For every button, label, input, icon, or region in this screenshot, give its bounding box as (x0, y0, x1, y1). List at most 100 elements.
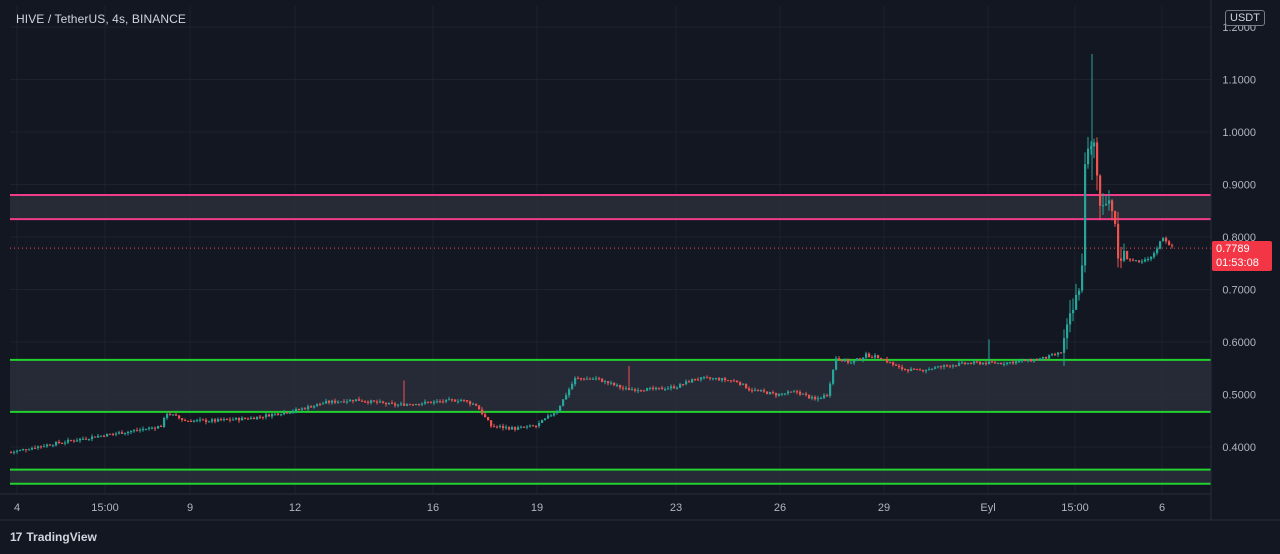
candle-body (514, 427, 517, 430)
candle-body (208, 421, 211, 423)
candle-body (202, 419, 205, 421)
candle-body (904, 369, 907, 371)
candle-body (1057, 352, 1060, 355)
candle-body (1168, 241, 1171, 246)
candle-body (337, 401, 340, 403)
candle-body (241, 417, 244, 421)
candle-body (136, 430, 139, 432)
candle-body (379, 401, 382, 403)
candle-body (1042, 356, 1045, 359)
candle-body (766, 391, 769, 395)
candle-body (628, 388, 631, 391)
candle-body (145, 428, 148, 430)
candle-body (757, 389, 760, 391)
candle-body (121, 432, 124, 434)
candle-body (322, 403, 325, 405)
candle-body (199, 419, 202, 421)
candle-body (559, 405, 562, 412)
candle-body (865, 353, 868, 358)
candle-body (28, 449, 31, 451)
candle-body (418, 403, 421, 405)
candle-body (427, 401, 430, 403)
candle-body (622, 387, 625, 389)
candle-body (658, 387, 661, 389)
candle-body (715, 378, 718, 380)
candle-body (238, 417, 241, 421)
candle-body (172, 414, 175, 416)
candle-body (970, 363, 973, 365)
candle-body (109, 433, 112, 435)
candle-body (724, 378, 727, 381)
candle-body (283, 412, 286, 415)
candle-body (862, 357, 865, 360)
candle-body (226, 419, 229, 421)
candle-body (967, 363, 970, 365)
candle-body (1114, 211, 1117, 224)
candle-body (883, 359, 886, 361)
candle-body (265, 414, 268, 418)
candle-body (652, 387, 655, 390)
candle-body (133, 430, 136, 432)
candle-body (106, 433, 109, 437)
candle-body (1003, 363, 1006, 365)
candle-body (280, 414, 283, 416)
candle-body (184, 419, 187, 421)
candle-body (727, 380, 730, 382)
candle-body (16, 450, 19, 452)
candle-body (721, 378, 724, 381)
candle-body (1036, 359, 1039, 361)
candle-body (523, 426, 526, 428)
candle-body (925, 370, 928, 372)
candle-body (697, 379, 700, 381)
candle-body (217, 419, 220, 422)
candle-body (43, 446, 46, 448)
candle-body (586, 378, 589, 380)
candle-body (1132, 259, 1135, 261)
candle-body (472, 403, 475, 405)
candle-body (154, 427, 157, 429)
candle-body (1048, 355, 1051, 359)
candle-body (541, 420, 544, 424)
candle-body (19, 449, 22, 451)
candle-body (316, 404, 319, 406)
candle-body (922, 369, 925, 372)
y-tick-label: 1.1000 (1222, 75, 1256, 87)
tradingview-brand: TradingView (26, 530, 97, 544)
candle-body (490, 420, 493, 427)
candle-body (118, 432, 121, 434)
candle-body (478, 405, 481, 410)
candle-body (46, 444, 49, 447)
symbol-title[interactable]: HIVE / TetherUS, 4s, BINANCE (16, 12, 186, 26)
candle-body (1159, 241, 1162, 249)
candle-body (583, 378, 586, 380)
candle-body (1006, 362, 1009, 364)
tradingview-logo[interactable]: 17 TradingView (10, 530, 97, 544)
candle-body (616, 384, 619, 386)
candle-body (694, 379, 697, 381)
candle-body (784, 393, 787, 395)
candle-body (61, 442, 64, 444)
candle-body (169, 413, 172, 415)
candle-body (223, 419, 226, 421)
candle-body (352, 399, 355, 402)
candle-body (670, 386, 673, 389)
currency-badge[interactable]: USDT (1225, 10, 1265, 26)
candle-body (730, 380, 733, 382)
x-tick-label: 16 (427, 502, 439, 514)
candle-body (787, 391, 790, 394)
candle-body (835, 358, 838, 370)
candle-body (526, 426, 529, 428)
candle-body (1099, 175, 1102, 206)
candle-body (1153, 253, 1156, 257)
candle-body (346, 401, 349, 403)
candle-body (385, 402, 388, 405)
candle-body (328, 400, 331, 403)
candle-body (1138, 260, 1141, 263)
candle-body (847, 359, 850, 363)
candle-body (1096, 142, 1099, 176)
candle-body (124, 433, 127, 435)
candle-body (556, 411, 559, 414)
candle-body (148, 427, 151, 429)
